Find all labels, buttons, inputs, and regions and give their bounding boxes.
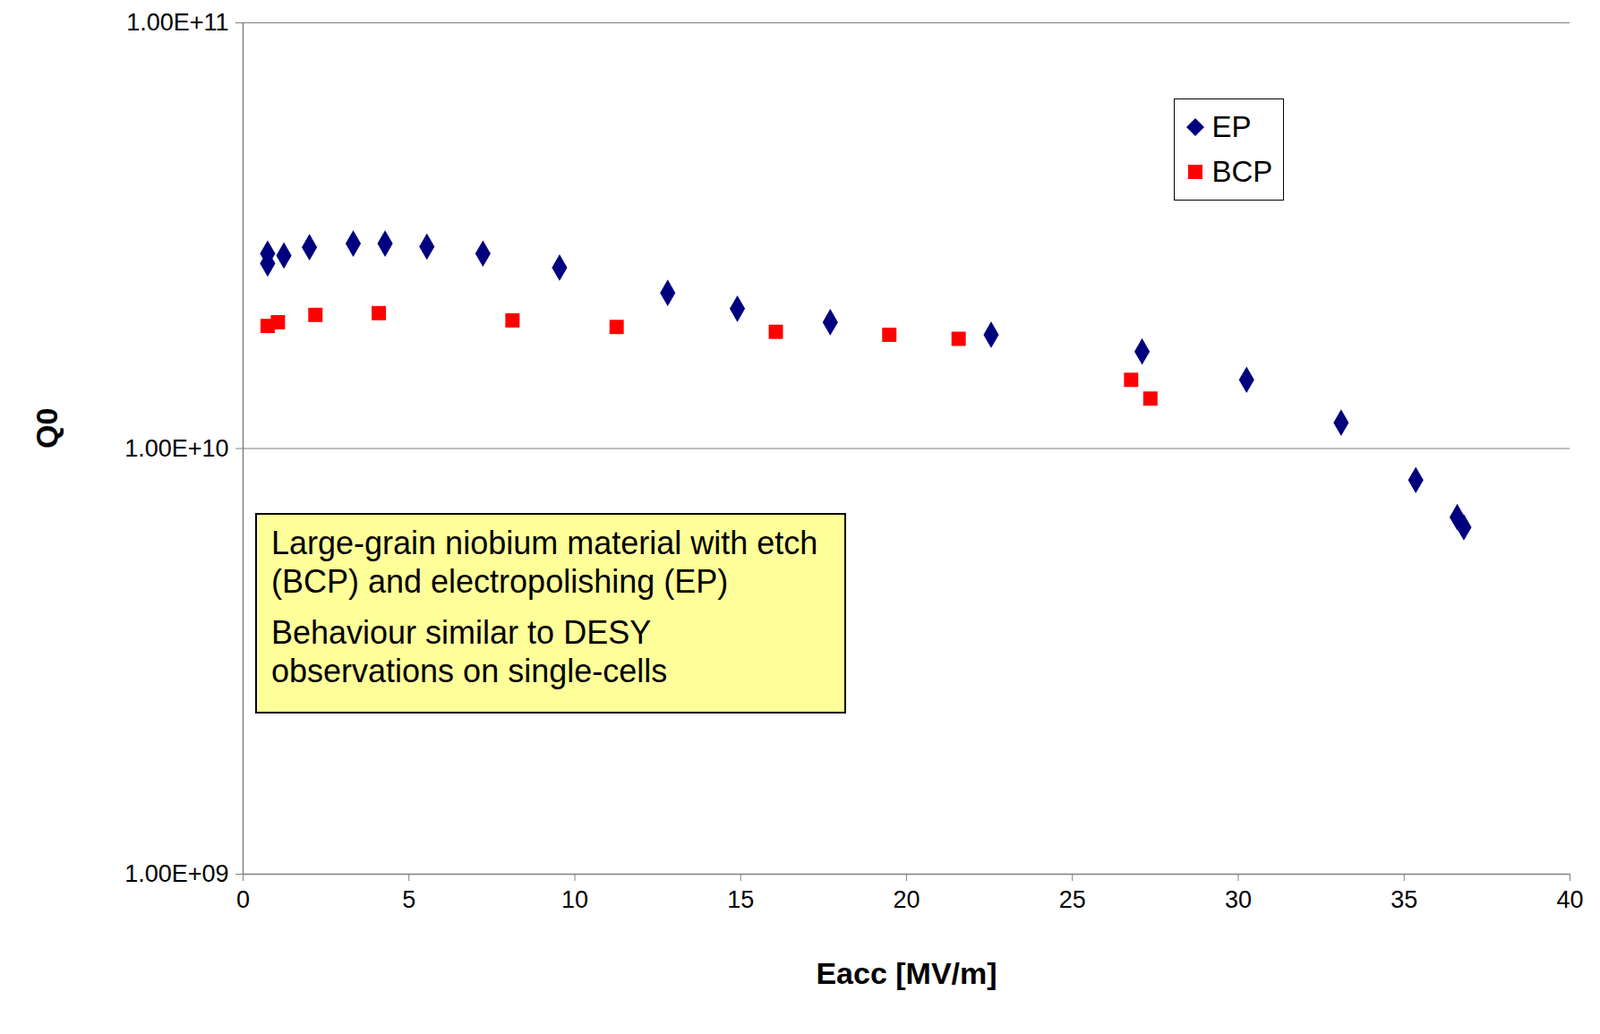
svg-text:5: 5 xyxy=(402,886,416,914)
html-text:Large-grain niobium material w: Large-grain niobium material with etch (… xyxy=(271,524,818,600)
svg-text:Eacc [MV/m]: Eacc [MV/m] xyxy=(815,956,997,991)
svg-text:1.00E+09: 1.00E+09 xyxy=(124,860,229,888)
svg-text:40: 40 xyxy=(1556,886,1583,914)
html-text:BCP: BCP xyxy=(1211,154,1273,189)
svg-text:30: 30 xyxy=(1224,886,1252,914)
svg-text:Q0: Q0 xyxy=(29,408,64,449)
svg-text:25: 25 xyxy=(1059,886,1087,914)
html-text:EP: EP xyxy=(1211,110,1252,144)
svg-text:1.00E+10: 1.00E+10 xyxy=(124,435,229,463)
svg-text:35: 35 xyxy=(1390,886,1418,914)
svg-text:20: 20 xyxy=(892,886,920,914)
svg-text:10: 10 xyxy=(561,886,589,914)
svg-text:1.00E+11: 1.00E+11 xyxy=(126,8,229,36)
html-text:Behaviour similar to DESY obse: Behaviour similar to DESY observations o… xyxy=(271,613,668,689)
svg-text:15: 15 xyxy=(727,886,754,914)
svg-text:0: 0 xyxy=(236,886,250,914)
